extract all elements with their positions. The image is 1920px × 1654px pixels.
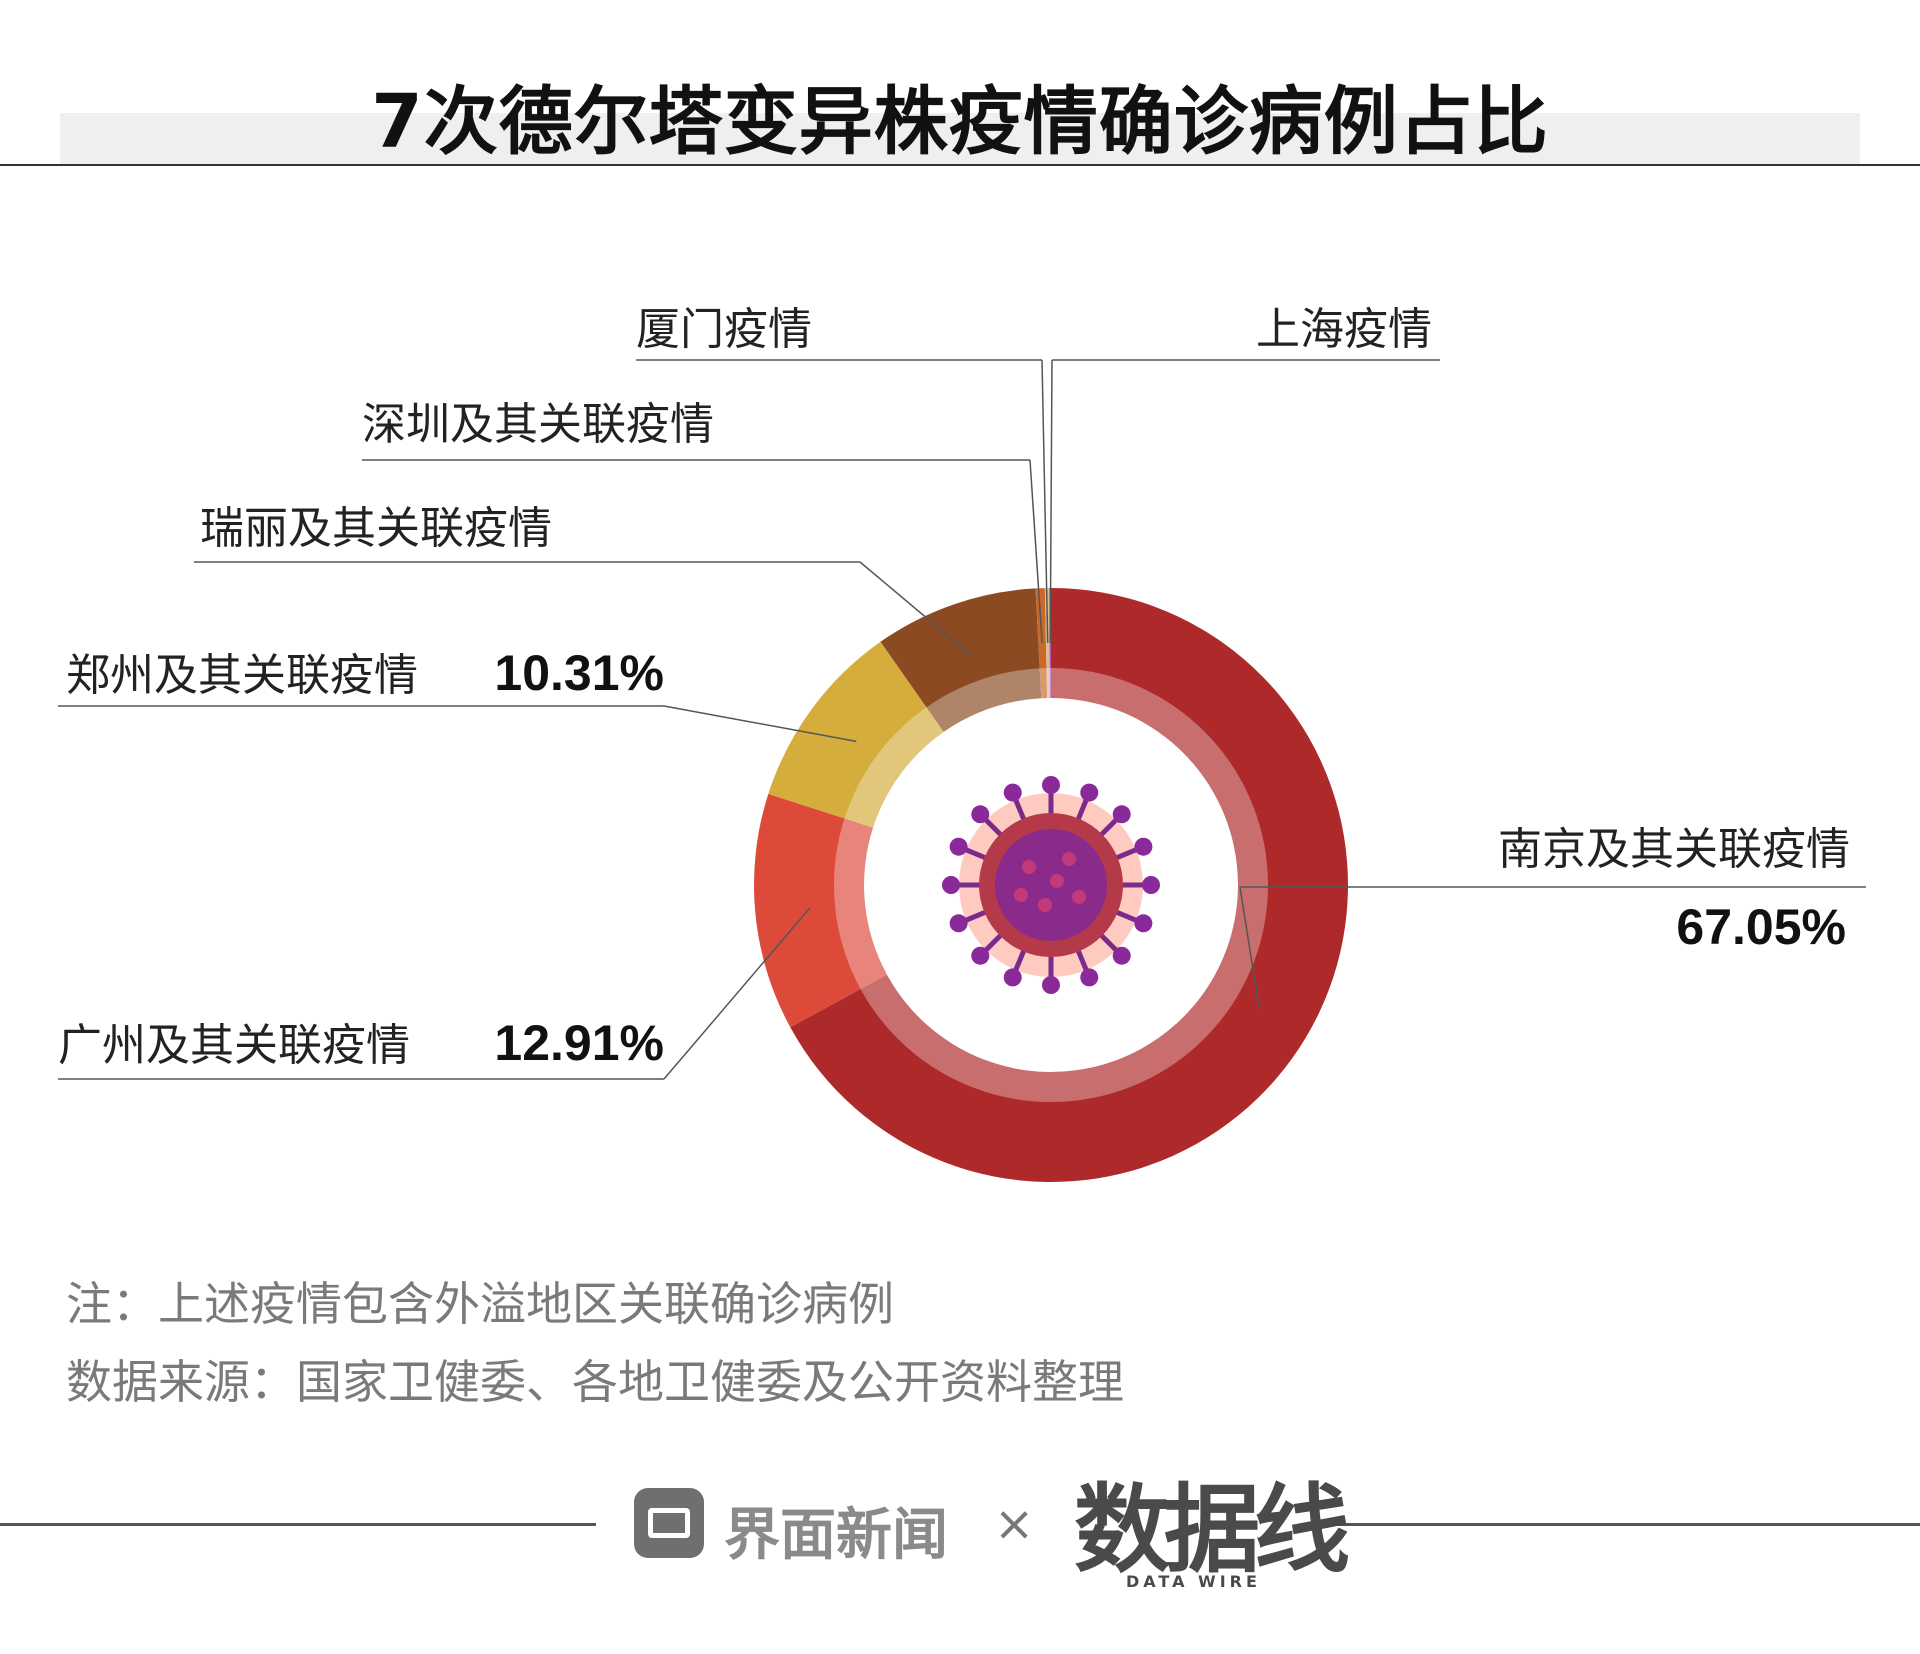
datawire-logo-sub: DATA WIRE	[1126, 1572, 1261, 1591]
leader-line	[1029, 459, 1043, 644]
title-band	[60, 113, 1860, 165]
slice-label: 广州及其关联疫情	[58, 1020, 410, 1071]
footer-times: ×	[994, 1496, 1035, 1552]
leader-line	[1041, 359, 1049, 644]
chart-note: 注：上述疫情包含外溢地区关联确诊病例	[66, 1277, 894, 1331]
slice-label: 瑞丽及其关联疫情	[200, 503, 552, 554]
donut-inner-ring	[834, 668, 1268, 1102]
donut-slice	[768, 641, 944, 828]
slice-value-label: 10.31%	[494, 645, 664, 701]
footer-line-left	[0, 1523, 596, 1526]
leader-line	[663, 907, 811, 1080]
slice-value-label: 12.91%	[494, 1015, 664, 1071]
donut-slice	[1035, 588, 1048, 699]
slice-label: 深圳及其关联疫情	[362, 399, 714, 450]
slice-label: 厦门疫情	[636, 304, 812, 355]
leader-line	[663, 705, 857, 743]
slice-label: 南京及其关联疫情	[1498, 824, 1850, 875]
datawire-logo: 数据线	[1074, 1474, 1350, 1586]
slice-label: 郑州及其关联疫情	[66, 650, 418, 701]
footer-line-right	[1322, 1523, 1920, 1526]
title-rule	[0, 164, 1920, 166]
donut-slice	[754, 793, 887, 1028]
leader-line	[1239, 886, 1260, 1009]
chart-title: 7次德尔塔变异株疫情确诊病例占比	[371, 79, 1549, 165]
slice-value-label: 67.05%	[1676, 899, 1846, 955]
donut-slice	[880, 588, 1042, 732]
jiemian-logo-icon	[634, 1488, 704, 1558]
footer-brand: 界面新闻	[724, 1503, 948, 1568]
chart-source: 数据来源：国家卫健委、各地卫健委及公开资料整理	[66, 1355, 1124, 1409]
leader-line	[1049, 359, 1053, 644]
virus-icon	[942, 776, 1160, 994]
donut-slice	[790, 588, 1348, 1182]
leader-line	[859, 561, 973, 657]
slice-label: 上海疫情	[1256, 304, 1432, 355]
